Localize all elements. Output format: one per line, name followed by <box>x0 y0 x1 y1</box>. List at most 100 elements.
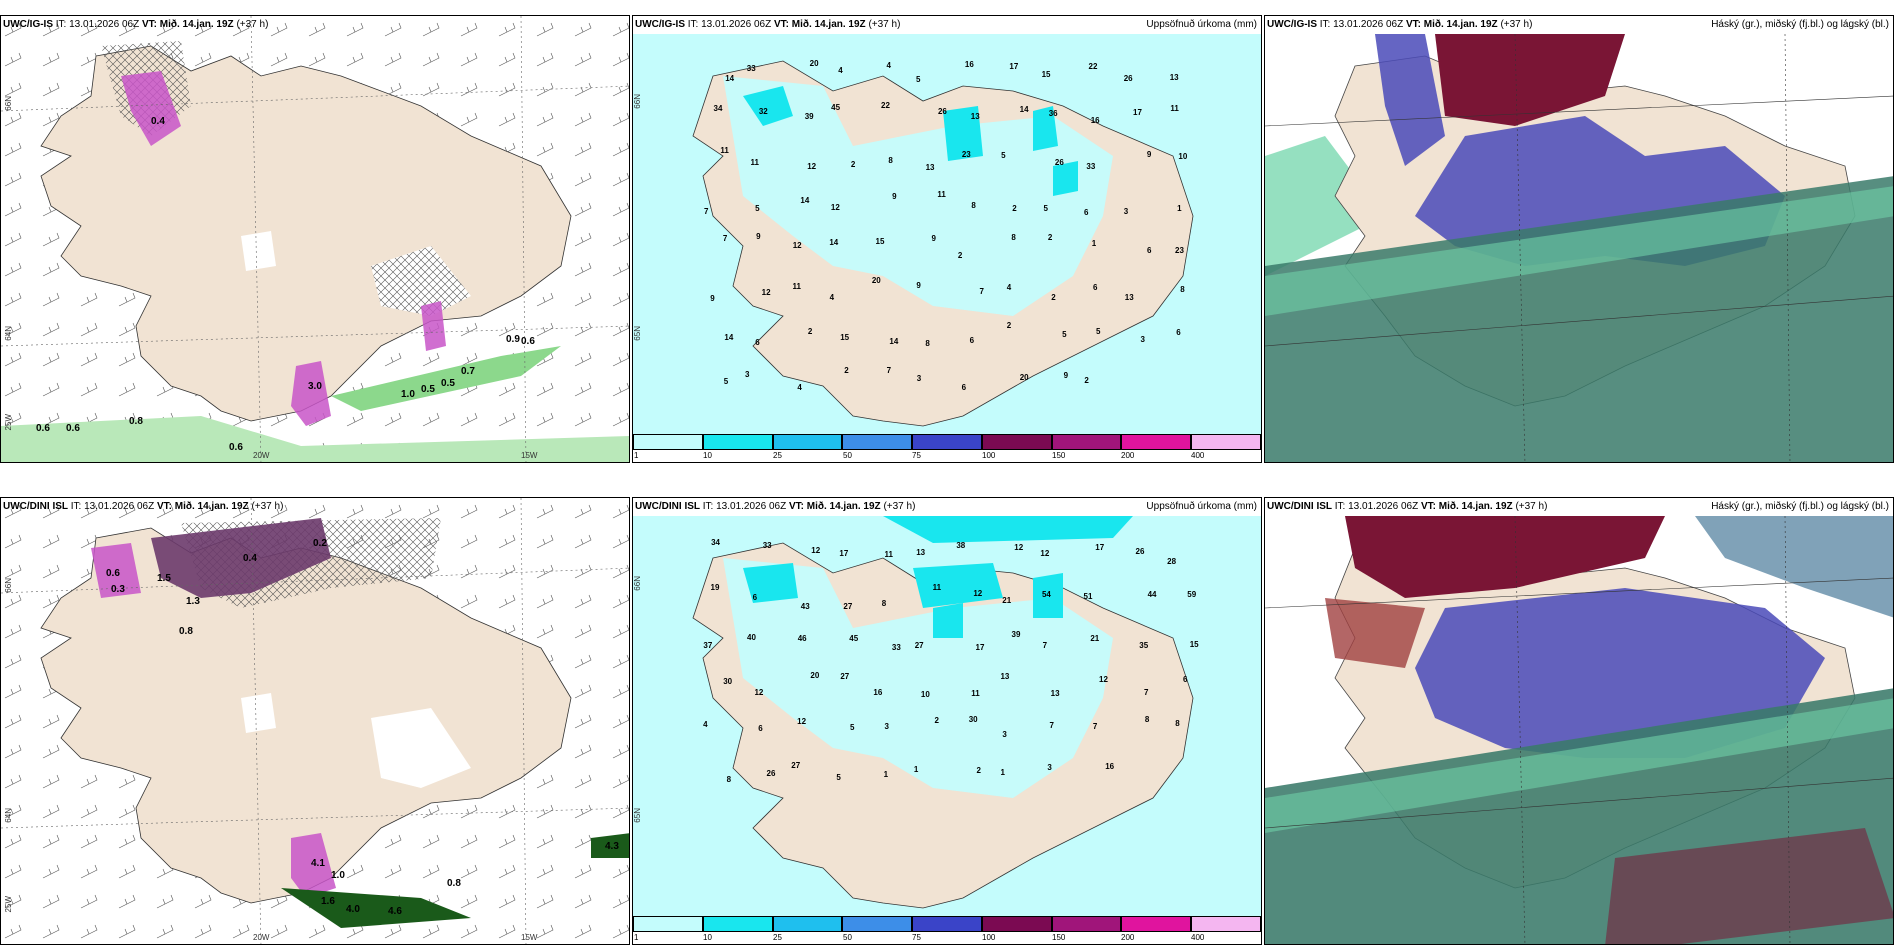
lat-label: 64N <box>4 326 13 341</box>
valid-time: VT: Mið. 14.jan. 19Z <box>788 501 881 512</box>
precip-value: 12 <box>761 287 771 297</box>
precip-value: 12 <box>754 687 764 697</box>
precip-value: 14 <box>1019 105 1029 115</box>
wind-map-svg <box>1 16 629 462</box>
colorbar-label: 10 <box>703 451 712 460</box>
precip-value: 26 <box>1054 157 1064 167</box>
precip-value: 23 <box>1175 245 1184 255</box>
colorbar-cell <box>1191 916 1261 932</box>
colorbar-label: 200 <box>1121 451 1135 460</box>
lon-label: 20W <box>253 451 270 460</box>
colorbar-cell <box>633 916 703 932</box>
panel-header: UWC/DINI ISL IT: 13.01.2026 06Z VT: Mið.… <box>1267 501 1547 512</box>
precip-value: 12 <box>811 546 821 556</box>
precip-value: 27 <box>914 641 924 651</box>
contour-value: 4.3 <box>605 841 619 852</box>
snow-region-westfjords <box>121 71 181 146</box>
precip-map-svg <box>633 34 1261 436</box>
precip-core-high <box>743 86 1078 196</box>
valid-time: VT: Mið. 14.jan. 19Z <box>156 501 249 512</box>
map-panel-clouds-row1: UWC/IG-IS IT: 13.01.2026 06Z VT: Mið. 14… <box>1264 15 1894 463</box>
precip-value: 8 <box>925 338 930 348</box>
precip-core-north-sea <box>883 516 1133 543</box>
precip-value: 9 <box>1146 150 1152 160</box>
precip-value: 12 <box>1014 542 1024 552</box>
init-time: IT: 13.01.2026 06Z <box>55 19 140 30</box>
precip-value: 2 <box>1047 233 1053 243</box>
snow-region-southeast <box>421 301 446 351</box>
precip-map-svg <box>633 516 1261 918</box>
precip-value: 14 <box>724 332 734 342</box>
colorbar-cells <box>633 916 1261 932</box>
precip-value: 34 <box>713 103 723 113</box>
precip-value: 1 <box>1091 239 1097 249</box>
mid-cloud-northeast <box>1695 516 1893 618</box>
lat-label: 66N <box>633 576 642 591</box>
lead-time: (+37 h) <box>1500 19 1533 30</box>
precip-value: 27 <box>843 601 853 611</box>
init-time: IT: 13.01.2026 06Z <box>1334 501 1419 512</box>
colorbar-cell <box>702 434 773 450</box>
precip-value: 11 <box>750 158 759 168</box>
precip-value: 1 <box>1177 203 1182 213</box>
precip-value: 12 <box>830 202 840 212</box>
colorbar-cell <box>1191 434 1261 450</box>
lat-label: 65N <box>633 326 642 341</box>
precip-value: 2 <box>850 160 856 170</box>
precip-value: 7 <box>703 206 709 216</box>
precip-value: 14 <box>800 196 810 206</box>
precip-value: 7 <box>1092 722 1098 732</box>
lead-time: (+37 h) <box>236 19 269 30</box>
map-panel-precip-row1: UWC/IG-IS IT: 13.01.2026 06Z VT: Mið. 14… <box>632 15 1262 463</box>
precip-value: 8 <box>888 155 893 165</box>
colorbar-label: 1 <box>634 933 639 942</box>
contour-value: 4.0 <box>346 904 360 915</box>
precip-value: 34 <box>711 538 721 548</box>
precip-value: 17 <box>839 548 849 558</box>
precip-value: 5 <box>916 74 921 84</box>
model-name: UWC/DINI ISL <box>635 501 700 512</box>
lon-label: 20W <box>253 933 270 942</box>
colorbar-cell <box>1051 916 1122 932</box>
precip-value: 6 <box>1092 283 1098 293</box>
contour-value: 0.3 <box>111 584 125 595</box>
precip-value: 13 <box>916 547 926 557</box>
map-panel-wind-row1: UWC/IG-IS IT: 13.01.2026 06Z VT: Mið. 14… <box>0 15 630 463</box>
valid-time: VT: Mið. 14.jan. 19Z <box>773 19 866 30</box>
precip-value: 13 <box>1169 72 1179 82</box>
model-name: UWC/DINI ISL <box>3 501 68 512</box>
colorbar-cells <box>633 434 1261 450</box>
colorbar-label: 75 <box>912 451 921 460</box>
snow-region-south <box>291 833 336 898</box>
precip-value: 33 <box>746 63 756 73</box>
precip-value: 14 <box>829 238 839 248</box>
precip-value: 5 <box>1043 203 1048 213</box>
lead-time: (+37 h) <box>1515 501 1548 512</box>
precip-value: 17 <box>1095 542 1105 552</box>
precip-value: 27 <box>840 672 850 682</box>
high-cloud-north <box>1345 516 1665 598</box>
colorbar-cell <box>772 434 843 450</box>
precip-value: 8 <box>726 775 732 785</box>
precip-value: 9 <box>931 233 936 243</box>
contour-value: 0.7 <box>461 366 475 377</box>
colorbar-labels: 1 10 25 50 75 100 150 200 400 <box>633 450 1261 462</box>
precip-value: 2 <box>1006 320 1012 330</box>
colorbar: 1 10 25 50 75 100 150 200 400 <box>633 434 1261 462</box>
panel-header: UWC/IG-IS IT: 13.01.2026 06Z VT: Mið. 14… <box>1267 19 1532 30</box>
low-cloud-west <box>1265 136 1385 276</box>
precip-value: 5 <box>849 723 855 733</box>
precip-value: 33 <box>762 540 772 550</box>
precip-value: 9 <box>1063 370 1069 380</box>
precip-value: 1 <box>883 769 889 779</box>
colorbar-cell <box>842 916 913 932</box>
precip-value: 3 <box>916 373 922 383</box>
precip-value: 35 <box>1139 641 1149 651</box>
contour-value: 0.6 <box>36 423 50 434</box>
precip-value: 4 <box>886 60 891 70</box>
lat-label: 66N <box>633 94 642 109</box>
colorbar-cell <box>633 434 703 450</box>
precip-value: 9 <box>756 232 761 242</box>
precip-value: 11 <box>971 689 980 699</box>
precip-value: 10 <box>920 689 930 699</box>
